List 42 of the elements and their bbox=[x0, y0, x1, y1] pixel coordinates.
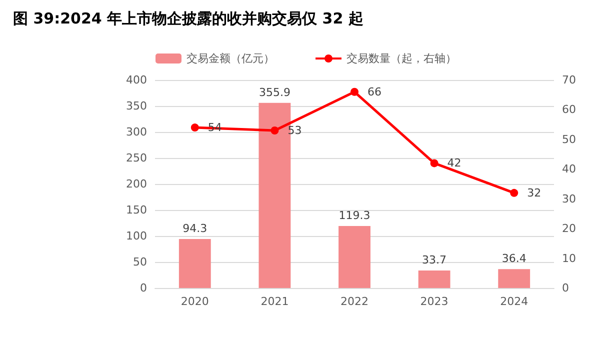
point bbox=[190, 124, 199, 132]
y-tick-label: 50 bbox=[133, 256, 147, 268]
point bbox=[430, 159, 438, 168]
y-tick-label: 0 bbox=[140, 282, 147, 294]
x-tick-label: 2022 bbox=[340, 295, 368, 308]
legend-label: 交易金额（亿元） bbox=[186, 52, 274, 65]
data-label: 119.3 bbox=[338, 208, 370, 222]
x-tick-label: 2024 bbox=[500, 295, 528, 308]
bar bbox=[418, 270, 450, 288]
data-label: 42 bbox=[447, 156, 462, 170]
y-tick-label: 150 bbox=[126, 204, 147, 216]
data-label: 355.9 bbox=[258, 86, 290, 99]
data-label: 66 bbox=[368, 85, 382, 98]
point bbox=[510, 188, 518, 197]
y2-tick-label: 0 bbox=[562, 282, 569, 294]
y2-tick-label: 10 bbox=[562, 252, 576, 265]
y-tick-label: 100 bbox=[126, 230, 147, 242]
bar bbox=[498, 269, 530, 288]
y2-tick-label: 60 bbox=[562, 103, 576, 116]
bar bbox=[338, 226, 370, 288]
point bbox=[350, 88, 358, 96]
y2-tick-label: 30 bbox=[562, 192, 576, 206]
y-tick-label: 400 bbox=[126, 74, 147, 86]
data-label: 32 bbox=[527, 186, 542, 200]
x-tick-label: 2023 bbox=[420, 295, 448, 308]
y-tick-label: 200 bbox=[126, 178, 147, 190]
legend-label: 交易数量（起，右轴） bbox=[346, 52, 456, 65]
y2-tick-label: 70 bbox=[562, 74, 576, 86]
y2-tick-label: 20 bbox=[562, 222, 576, 236]
x-tick-label: 2020 bbox=[180, 295, 209, 308]
y-tick-label: 250 bbox=[126, 152, 147, 164]
x-tick-label: 2021 bbox=[260, 295, 289, 308]
data-label: 33.7 bbox=[422, 253, 447, 266]
data-label: 94.3 bbox=[182, 222, 208, 235]
chart-title: 图 39:2024 年上市物企披露的收并购交易仅 32 起 bbox=[13, 10, 364, 28]
bar bbox=[178, 238, 211, 288]
point bbox=[270, 126, 279, 135]
data-label: 36.4 bbox=[502, 252, 526, 266]
y2-tick-label: 50 bbox=[562, 132, 576, 146]
y2-tick-label: 40 bbox=[562, 162, 576, 176]
y-tick-label: 350 bbox=[126, 100, 147, 112]
y-tick-label: 300 bbox=[126, 126, 147, 138]
